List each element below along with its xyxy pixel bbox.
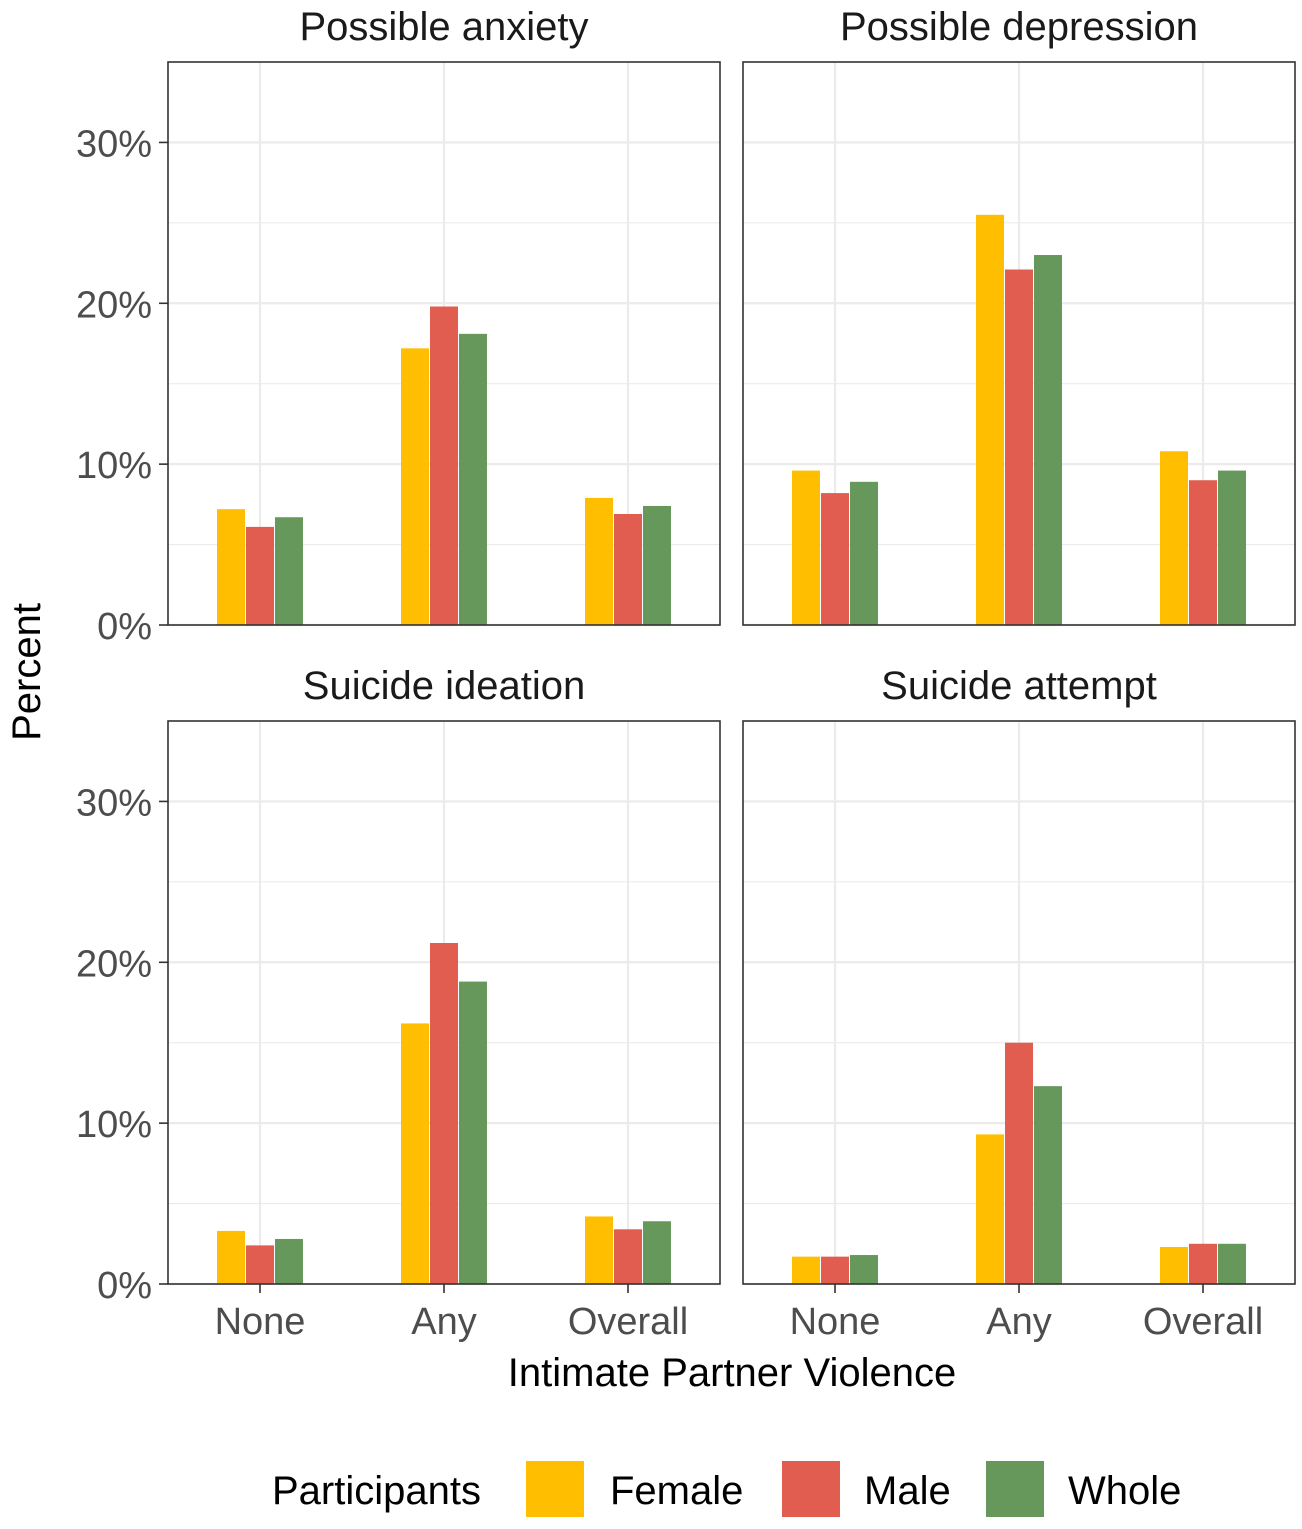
bar-male: [1005, 269, 1033, 625]
facet-title: Suicide attempt: [881, 664, 1157, 708]
bar-male: [246, 1245, 274, 1284]
panel-border: [167, 61, 721, 626]
facet-title: Possible anxiety: [299, 5, 588, 49]
bar-female: [792, 1256, 820, 1284]
legend-title: Participants: [272, 1469, 481, 1513]
bar-female: [401, 348, 429, 625]
bar-whole: [643, 1221, 671, 1284]
bar-whole: [275, 1238, 303, 1284]
x-tick-label: Overall: [568, 1301, 688, 1343]
x-tick-label: Any: [411, 1301, 476, 1343]
bar-male: [430, 306, 458, 625]
y-tick-label: 0%: [97, 606, 152, 648]
bar-female: [1160, 451, 1188, 625]
bar-whole: [1218, 470, 1246, 625]
bar-whole: [1218, 1243, 1246, 1284]
x-tick-label: Any: [986, 1301, 1051, 1343]
bar-male: [1189, 480, 1217, 625]
bar-female: [792, 470, 820, 625]
y-tick-label: 20%: [76, 284, 152, 326]
bar-female: [217, 1230, 245, 1284]
bar-female: [976, 214, 1004, 626]
x-tick-label: None: [790, 1301, 881, 1343]
bar-whole: [459, 333, 487, 625]
facet-panel: Possible depression: [742, 5, 1296, 627]
bar-whole: [850, 481, 878, 625]
x-tick-label: None: [215, 1301, 306, 1343]
bar-whole: [643, 505, 671, 625]
facet-panel: Possible anxiety 0% 10% 20% 30%: [76, 5, 721, 648]
y-tick-label: 0%: [97, 1265, 152, 1307]
y-tick-label: 10%: [76, 1104, 152, 1146]
legend-key-female: [526, 1461, 584, 1517]
bar-male: [821, 493, 849, 625]
legend-label-female: Female: [610, 1469, 743, 1513]
bar-male: [1005, 1042, 1033, 1284]
bar-whole: [1034, 1086, 1062, 1284]
facet-title: Possible depression: [840, 5, 1198, 49]
bar-male: [614, 514, 642, 625]
y-tick-label: 30%: [76, 123, 152, 165]
bar-male: [430, 942, 458, 1284]
facet-panel: Suicide ideation 0% 10% 20% 30% None Any Overal…: [76, 664, 721, 1343]
bar-whole: [1034, 255, 1062, 625]
y-tick-label: 30%: [76, 782, 152, 824]
legend-label-whole: Whole: [1068, 1469, 1181, 1513]
panel-border: [742, 61, 1296, 626]
bar-female: [217, 509, 245, 625]
bar-male: [821, 1256, 849, 1284]
legend: Participants Female Male Whole: [272, 1461, 1181, 1517]
bar-female: [976, 1134, 1004, 1284]
bar-whole: [459, 981, 487, 1284]
bar-whole: [275, 517, 303, 625]
legend-key-male: [782, 1461, 840, 1517]
bar-female: [585, 497, 613, 625]
bar-female: [401, 1023, 429, 1284]
x-axis-title: Intimate Partner Violence: [508, 1351, 956, 1395]
facet-panel: Suicide attempt None Any Overall: [742, 664, 1296, 1343]
bar-female: [585, 1216, 613, 1284]
y-axis-title: Percent: [5, 603, 49, 741]
bar-male: [1189, 1243, 1217, 1284]
bar-female: [1160, 1247, 1188, 1284]
chart-panels: Possible anxiety 0% 10% 20% 30% Possible depr…: [76, 5, 1296, 1343]
bar-male: [246, 526, 274, 625]
bar-whole: [850, 1255, 878, 1284]
y-tick-label: 10%: [76, 445, 152, 487]
facet-title: Suicide ideation: [303, 664, 585, 708]
bar-male: [614, 1229, 642, 1284]
legend-key-whole: [986, 1461, 1044, 1517]
y-tick-label: 20%: [76, 943, 152, 985]
x-tick-label: Overall: [1143, 1301, 1263, 1343]
legend-label-male: Male: [864, 1469, 951, 1513]
